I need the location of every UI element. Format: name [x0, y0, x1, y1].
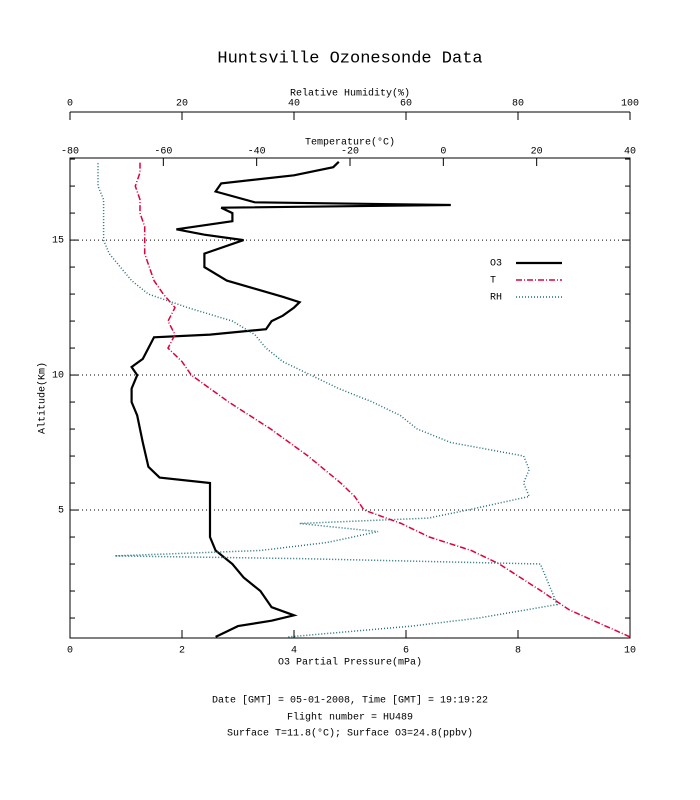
x-tick-label: 4 [291, 646, 297, 657]
x-tick-label: 8 [515, 646, 521, 657]
x3-tick-label: 0 [440, 147, 446, 158]
x2-axis-label: Relative Humidity(%) [290, 88, 410, 100]
legend-label: O3 [490, 259, 502, 270]
x3-axis-label: Temperature(°C) [305, 137, 395, 149]
x2-tick-label: 20 [176, 99, 188, 110]
chart-title: Huntsville Ozonesonde Data [217, 49, 482, 68]
footer-line: Flight number = HU489 [287, 712, 413, 724]
x3-tick-label: 40 [624, 147, 636, 158]
x3-tick-label: -80 [61, 147, 79, 158]
y-tick-label: 10 [52, 371, 64, 382]
y-tick-label: 5 [58, 506, 64, 517]
legend-label: T [490, 276, 496, 287]
x-tick-label: 0 [67, 646, 73, 657]
x3-tick-label: 20 [531, 147, 543, 158]
x2-tick-label: 100 [621, 99, 639, 110]
footer-line: Date [GMT] = 05-01-2008, Time [GMT] = 19… [212, 695, 488, 707]
x3-tick-label: -40 [248, 147, 266, 158]
plot-frame [69, 157, 631, 639]
x3-tick-label: -20 [341, 147, 359, 158]
y-tick-label: 15 [52, 236, 64, 247]
footer-line: Surface T=11.8(°C); Surface O3=24.8(ppbv… [227, 728, 473, 740]
x3-tick-label: -60 [154, 147, 172, 158]
legend-label: RH [490, 293, 502, 304]
x-tick-label: 10 [624, 646, 636, 657]
x2-tick-label: 0 [67, 99, 73, 110]
series-line [97, 161, 559, 638]
x-axis-label: O3 Partial Pressure(mPa) [278, 657, 422, 669]
series-line [130, 161, 451, 638]
x2-tick-label: 60 [400, 99, 412, 110]
x-tick-label: 2 [179, 646, 185, 657]
y-axis-label: Altitude(Km) [37, 362, 49, 434]
x2-tick-label: 40 [288, 99, 300, 110]
x2-tick-label: 80 [512, 99, 524, 110]
series-line [134, 161, 631, 638]
x-tick-label: 6 [403, 646, 409, 657]
